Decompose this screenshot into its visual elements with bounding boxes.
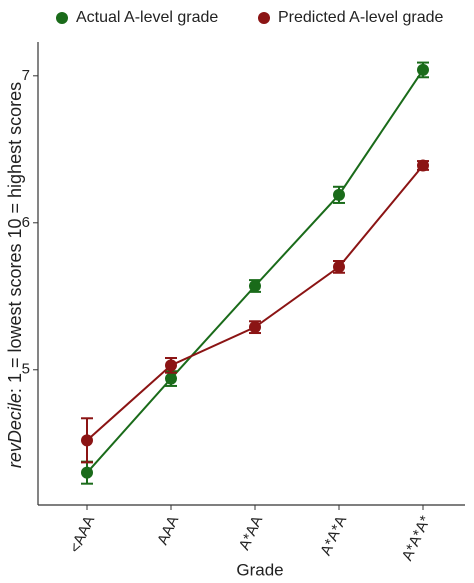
- series-line: [86, 69, 424, 474]
- x-tick-label: A*A*A*: [399, 513, 435, 563]
- point: [165, 359, 177, 372]
- legend-label: Actual A-level grade: [76, 9, 218, 26]
- point: [417, 159, 429, 172]
- y-tick-label: 6: [22, 214, 30, 231]
- legend-label: Predicted A-level grade: [278, 9, 444, 26]
- y-tick-label: 5: [22, 361, 30, 378]
- legend-marker: [56, 12, 68, 24]
- point: [333, 188, 345, 201]
- x-axis-label: Grade: [236, 560, 283, 579]
- point: [81, 466, 93, 479]
- y-axis-label-italic: revDecile: [5, 393, 25, 468]
- x-tick-label: AAA: [154, 513, 182, 547]
- point: [333, 260, 345, 273]
- point: [249, 279, 261, 292]
- series-line: [86, 164, 424, 442]
- point: [417, 63, 429, 76]
- point: [81, 434, 93, 447]
- y-axis-label-rest: : 1 = lowest scores 10 = highest scores: [5, 82, 25, 393]
- x-tick-label: A*AA: [236, 513, 267, 553]
- x-tick-label: <AAA: [66, 513, 98, 555]
- legend-marker: [258, 12, 270, 24]
- point: [249, 321, 261, 334]
- x-tick-label: A*A*A: [317, 513, 350, 558]
- y-axis-label: revDecile: 1 = lowest scores 10 = highes…: [5, 82, 25, 468]
- y-tick-label: 7: [22, 67, 30, 84]
- point: [165, 372, 177, 385]
